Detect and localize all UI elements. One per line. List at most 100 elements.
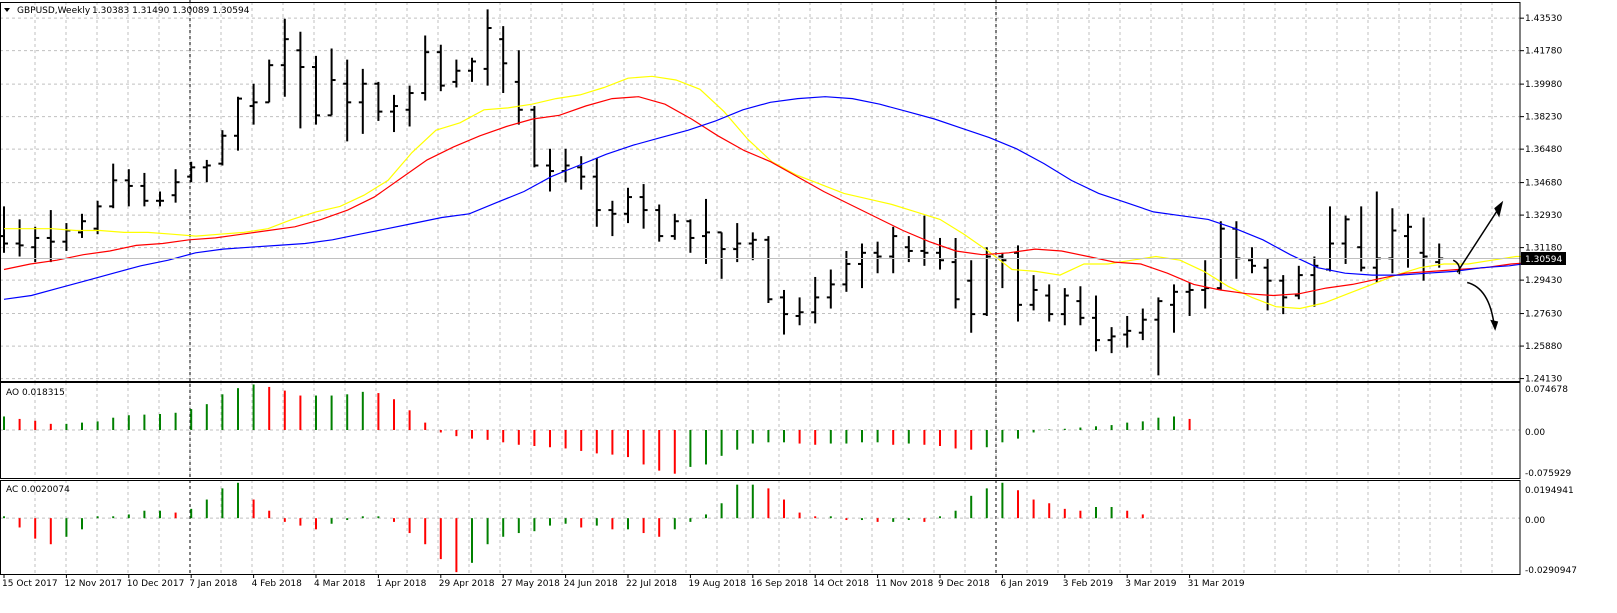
ohlc-values: 1.30383 1.31490 1.30089 1.30594 [92, 6, 250, 16]
price-bar [967, 260, 976, 333]
ac-tick-min: -0.0290947 [1525, 566, 1577, 576]
date-tick-label: 7 Jan 2018 [189, 579, 237, 589]
price-tick-label: 1.32930 [1525, 211, 1562, 221]
price-bar [358, 68, 367, 134]
price-bar [1138, 308, 1147, 341]
price-bar [249, 83, 258, 125]
price-bar [1154, 297, 1163, 376]
price-bar [842, 250, 851, 292]
price-bar [1123, 315, 1132, 348]
price-tick-label: 1.34680 [1525, 179, 1562, 189]
price-bar [124, 169, 133, 207]
price-bar [904, 236, 913, 263]
dropdown-triangle-icon[interactable] [4, 8, 10, 12]
ac-tick-max: 0.0194941 [1525, 486, 1574, 496]
price-bar [421, 35, 430, 101]
price-bar [795, 297, 804, 326]
price-bar [639, 184, 648, 229]
price-bar [483, 9, 492, 86]
price-bar [1170, 284, 1178, 333]
price-bar [1248, 247, 1256, 274]
price-bars [0, 9, 1444, 376]
symbol-label: GBPUSD,Weekly [17, 6, 91, 16]
price-bar [1216, 221, 1225, 290]
price-bar [1029, 275, 1038, 311]
date-tick-label: 1 Apr 2018 [376, 579, 426, 589]
date-tick-label: 31 Mar 2019 [1188, 579, 1245, 589]
price-tick-label: 1.29430 [1525, 276, 1562, 286]
price-bar [78, 213, 86, 238]
ao-tick-min: -0.075929 [1525, 469, 1571, 479]
arrow-down-icon [1490, 319, 1499, 331]
arrow-down-line [1466, 281, 1495, 326]
date-tick-label: 24 Jun 2018 [564, 579, 618, 589]
price-bar [546, 148, 554, 192]
date-tick-label: 9 Dec 2018 [938, 579, 990, 589]
price-bar [826, 269, 835, 309]
price-bar [733, 223, 742, 263]
price-bar [499, 26, 508, 94]
date-tick-label: 16 Sep 2018 [751, 579, 808, 589]
price-tick-label: 1.25880 [1525, 342, 1562, 352]
date-tick-label: 11 Nov 2018 [876, 579, 934, 589]
moving-average-red [3, 96, 1565, 297]
current-price-badge [1521, 252, 1566, 265]
price-bar [1107, 327, 1116, 354]
moving-average-lines [3, 75, 1565, 310]
price-bar [140, 172, 149, 207]
ac-histogram [3, 482, 1144, 573]
price-bar [343, 59, 352, 142]
price-bar [1076, 286, 1085, 326]
price-bar [187, 161, 196, 183]
ac-label: AC 0.0020074 [6, 485, 70, 495]
price-bar [46, 210, 55, 263]
price-bar [202, 159, 211, 183]
current-price-label: 1.30594 [1525, 255, 1562, 265]
price-bar [624, 187, 632, 224]
price-bar [686, 219, 695, 253]
price-bar [452, 59, 461, 88]
ao-label: AO 0.018315 [6, 388, 65, 398]
price-bar [405, 85, 414, 127]
panel-frame [0, 382, 1521, 479]
price-bar [280, 18, 289, 97]
price-bar [1341, 215, 1350, 264]
price-bar [1357, 206, 1366, 272]
price-bar [577, 156, 586, 190]
price-bar [1060, 288, 1069, 326]
price-tick-label: 1.36480 [1525, 145, 1562, 155]
panel-frame [0, 2, 1521, 382]
date-tick-label: 4 Mar 2018 [314, 579, 366, 589]
price-tick-label: 1.31180 [1525, 244, 1562, 254]
price-bar [717, 231, 726, 279]
ao-tick-max: 0.074678 [1525, 385, 1568, 395]
date-tick-label: 27 May 2018 [501, 579, 560, 589]
price-bar [265, 59, 274, 104]
price-bar [702, 198, 710, 264]
axes: 1.43530 1.41780 1.39980 1.38230 1.36480 1.346… [2, 14, 1562, 589]
date-tick-label: 29 Apr 2018 [439, 579, 495, 589]
price-bar [312, 55, 320, 125]
price-tick-label: 1.39980 [1525, 80, 1562, 90]
price-bar [436, 44, 445, 92]
price-bar [889, 226, 898, 274]
date-tick-label: 12 Nov 2017 [64, 579, 122, 589]
price-tick-label: 1.24130 [1525, 375, 1562, 385]
price-bar [592, 158, 601, 227]
price-bar [530, 106, 539, 168]
price-bar [920, 215, 929, 266]
date-tick-label: 14 Oct 2018 [813, 579, 869, 589]
forecast-arrows [1452, 200, 1504, 331]
arrow-hook-line [1452, 259, 1461, 275]
price-bar [296, 31, 305, 129]
price-bar [156, 191, 164, 207]
price-bar [374, 81, 383, 121]
date-tick-label: 10 Dec 2017 [127, 579, 185, 589]
price-bar [936, 237, 944, 270]
price-bar [234, 96, 242, 151]
date-tick-label: 6 Jan 2019 [1000, 579, 1048, 589]
date-tick-label: 3 Feb 2019 [1063, 579, 1114, 589]
date-tick-label: 3 Mar 2019 [1125, 579, 1177, 589]
